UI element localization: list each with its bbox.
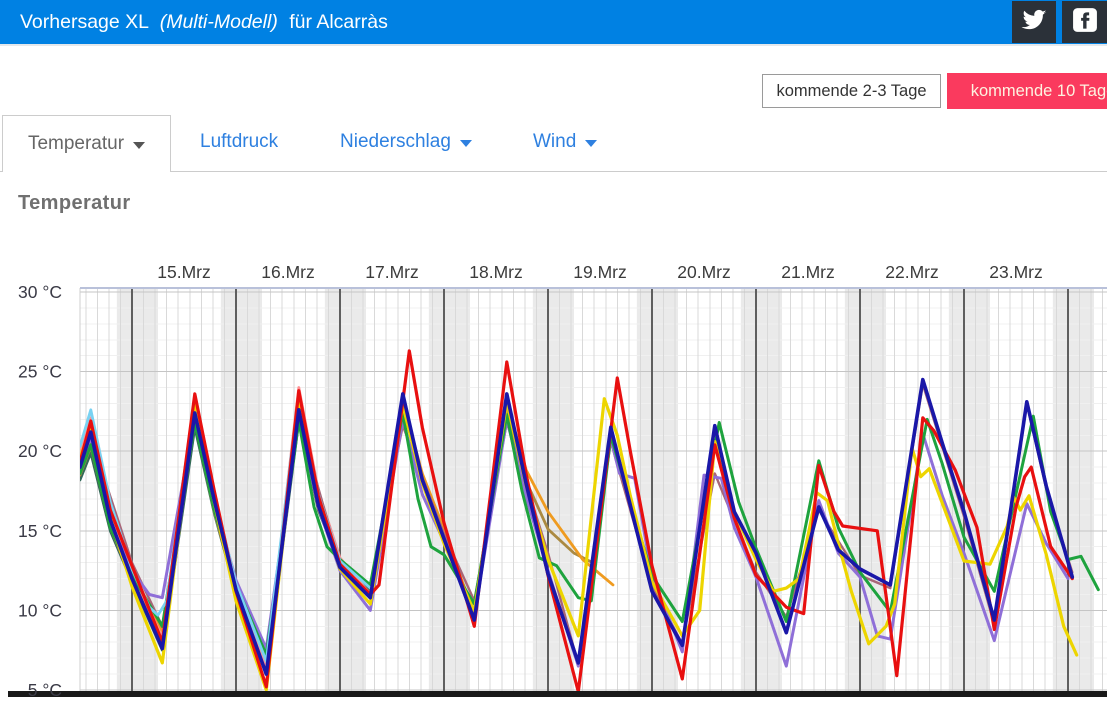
temperature-chart: 15.Mrz 16.Mrz 17.Mrz 18.Mrz 19.Mrz 20.Mrz 21.M… (8, 262, 1107, 700)
x-axis-label: 15.Mrz (157, 262, 210, 282)
y-axis-label: 10 °C (18, 600, 62, 620)
series-group (80, 349, 1100, 692)
y-axis-label: 15 °C (18, 521, 62, 541)
tab-temperatur-label: Temperatur (27, 133, 125, 154)
y-axis-label: 30 °C (18, 282, 62, 302)
series-line-navy (80, 377, 1075, 676)
title-model-tag: (Multi-Modell) (159, 11, 278, 33)
x-axis-label: 21.Mrz (781, 262, 834, 282)
caret-down-icon (459, 140, 472, 147)
title-location: für Alcarràs (289, 11, 388, 33)
y-axis-label: 25 °C (18, 362, 62, 382)
tab-luftdruck[interactable]: Luftdruck (200, 131, 278, 153)
tab-temperatur[interactable]: Temperatur (2, 115, 171, 172)
page-title: Vorhersage XL (Multi-Modell) für Alcarrà… (20, 0, 388, 44)
night-band (116, 288, 158, 691)
bottom-axis-bar (8, 691, 1107, 697)
caret-down-icon (133, 142, 146, 149)
range-button-10-days[interactable]: kommende 10 Tage (947, 73, 1107, 109)
tab-wind[interactable]: Wind (533, 131, 598, 153)
tab-wind-label: Wind (533, 131, 577, 152)
x-axis-label: 20.Mrz (677, 262, 730, 282)
app-header: Vorhersage XL (Multi-Modell) für Alcarrà… (0, 0, 1107, 46)
twitter-share-button[interactable] (1012, 1, 1056, 43)
night-band (1052, 288, 1094, 691)
twitter-icon (1021, 7, 1047, 38)
tab-luftdruck-label: Luftdruck (200, 131, 279, 152)
tab-niederschlag[interactable]: Niederschlag (340, 131, 472, 153)
x-axis-label: 22.Mrz (885, 262, 938, 282)
x-axis-label: 17.Mrz (365, 262, 418, 282)
y-axis-label: 20 °C (18, 441, 62, 461)
x-axis-label: 23.Mrz (989, 262, 1042, 282)
chart-area: 15.Mrz 16.Mrz 17.Mrz 18.Mrz 19.Mrz 20.Mrz 21.M… (0, 240, 1107, 700)
title-prefix: Vorhersage XL (20, 11, 149, 33)
night-band (324, 288, 366, 691)
night-band (844, 288, 886, 691)
y-axis-label: 5 °C (28, 680, 62, 697)
night-band (740, 288, 782, 691)
night-band (636, 288, 678, 691)
chart-tabbar: Temperatur Luftdruck Niederschlag Wind (0, 115, 1107, 172)
facebook-share-button[interactable] (1062, 1, 1107, 43)
tab-niederschlag-label: Niederschlag (340, 131, 451, 152)
x-axis-label: 16.Mrz (261, 262, 314, 282)
caret-down-icon (585, 140, 598, 147)
x-axis-label: 18.Mrz (469, 262, 522, 282)
facebook-icon (1072, 7, 1098, 38)
chart-section-title: Temperatur (18, 192, 131, 214)
x-axis-label: 19.Mrz (573, 262, 626, 282)
range-button-2-3-days[interactable]: kommende 2-3 Tage (762, 74, 941, 108)
